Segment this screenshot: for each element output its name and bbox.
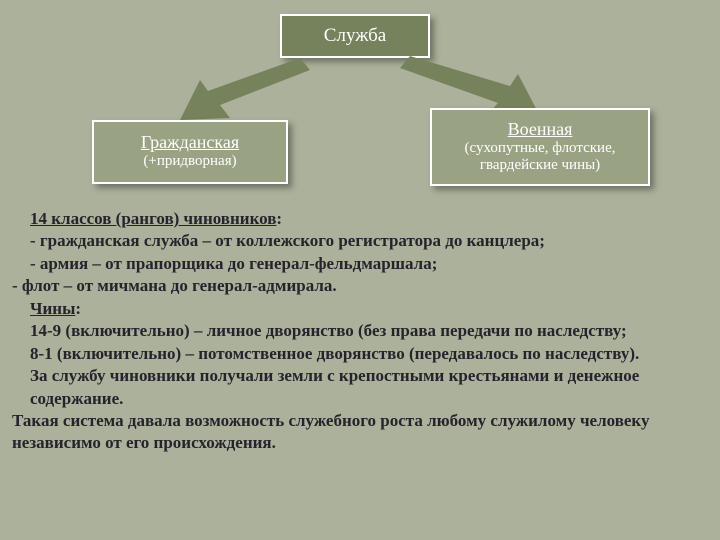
line-2: - гражданская служба – от коллежского ре… (30, 230, 690, 252)
line-3: - армия – от прапорщика до генерал-фельд… (30, 253, 690, 275)
right-child-title: Военная (508, 120, 573, 140)
line-1: 14 классов (рангов) чиновников: (30, 208, 690, 230)
arrow-left-shape (180, 58, 310, 120)
left-child-node: Гражданская (+придворная) (92, 120, 288, 184)
line-1-after: : (276, 209, 282, 228)
line-12: Такая система давала возможность служебн… (12, 410, 690, 455)
arrow-right-icon (400, 56, 540, 116)
root-node: Служба (280, 14, 430, 58)
arrow-left-icon (180, 58, 310, 120)
line-4: - флот – от мичмана до генерал-адмирала. (12, 275, 690, 297)
left-child-title: Гражданская (141, 133, 239, 153)
arrow-right-shape (400, 56, 540, 116)
slide: Служба Гражданская (+придворная) Военная… (0, 0, 720, 540)
line-8: 8-1 (включительно) – потомственное дворя… (30, 343, 690, 365)
root-label: Служба (324, 25, 386, 47)
right-child-node: Военная (сухопутные, флотские, гвардейск… (430, 108, 650, 186)
line-5-after: : (75, 299, 81, 318)
line-1-underline: 14 классов (рангов) чиновников (30, 209, 276, 228)
line-5: Чины: (30, 298, 690, 320)
line-6: 14-9 (включительно) – личное дворянство … (30, 320, 690, 342)
line-10: За службу чиновники получали земли с кре… (30, 365, 690, 410)
body-text: 14 классов (рангов) чиновников: - гражда… (30, 208, 690, 455)
right-child-sub: (сухопутные, флотские, гвардейские чины) (432, 140, 648, 175)
left-child-sub: (+придворная) (143, 153, 236, 170)
line-5-underline: Чины (30, 299, 75, 318)
